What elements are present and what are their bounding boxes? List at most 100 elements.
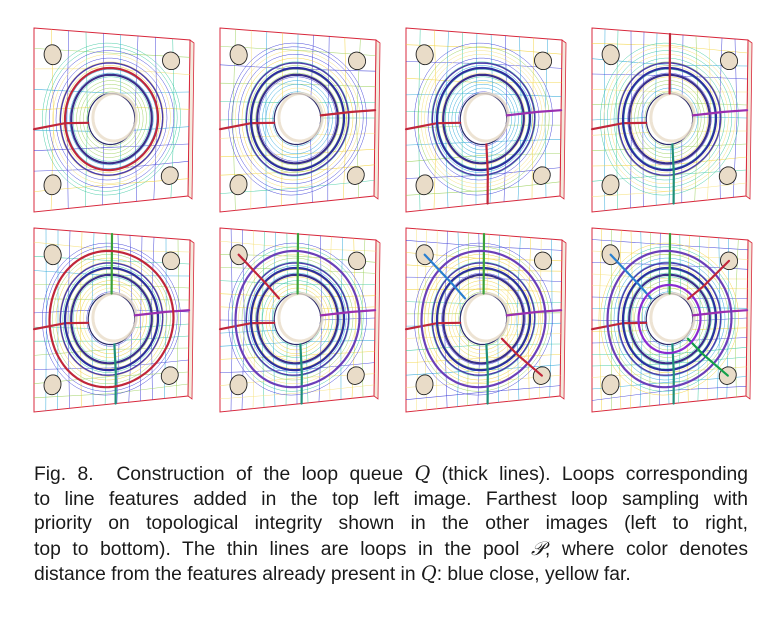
caption-text-5a: distance from the features already prese… [34,564,421,586]
r1c4-thin-loop [694,35,699,202]
r1c3-thin-ring [414,42,553,196]
r2c2-thin-ring [248,265,347,373]
r1c3-thin-loop [517,36,522,201]
r1c2-thin-loop [327,36,330,201]
r2c3-thin-loop [405,385,561,400]
r2c2-thick-loop-4 [299,343,303,405]
r1c3-thin-ring [424,54,543,185]
r2c4-thick-loop-8 [686,337,729,377]
r2c1-thin-ring [62,265,161,373]
r2c4-thick-loop-2 [621,266,718,372]
r2c4-thin-loop [630,230,634,409]
r1c1-thin-ring [45,46,178,192]
r1c2-mid-ring [256,73,339,165]
r1c1-thick-loop-2 [63,66,160,172]
r2c1-thick-loop-2 [63,266,160,372]
r2c4-outer-ring [617,262,722,376]
panel-r2c1-render [32,227,195,413]
r1c3-thin-loop [405,181,561,196]
panel-r2c2 [218,226,398,432]
r1c1-thin-ring [69,72,154,166]
r2c1-outer-ring [59,262,164,376]
caption-line-2: to line features added in the top left i… [34,488,748,510]
r2c1-thin-ring [45,246,178,392]
r2c1-thin-ring [83,287,140,351]
r2c2-thick-loop-2 [249,266,346,372]
r1c3-corner-hole-4 [532,166,551,185]
panel-r2c2-render [218,227,381,413]
r2c4-thick-loop-9 [637,283,702,355]
panel-r2c4-render [590,227,753,413]
r2c2-corner-hole-4 [346,366,365,385]
r1c1-thin-ring [48,50,175,188]
r1c4-thin-ring [610,54,729,185]
r1c4-corner-hole-4 [718,166,737,185]
r1c1-corner-hole-3 [43,174,62,196]
r1c4-thick-loop-4 [671,143,675,205]
caption-line-4: top to bottom). The thin lines are loops… [34,537,748,563]
r1c4-thin-ring [634,80,705,158]
r2c3-thin-ring [414,242,553,396]
r1c1-corner-hole-1 [43,44,62,66]
r1c3-thin-ring [451,84,516,154]
r1c4-thin-ring [606,50,733,188]
r2c1-thin-loop [140,236,143,401]
r1c1-thin-ring [79,84,144,154]
panel-r2c3 [404,226,584,432]
r2c1-thin-ring [55,257,168,381]
r1c4-thin-ring [603,46,736,192]
r2c2-thick-loop-6 [234,249,361,389]
r2c4-thick-loop-10 [687,259,731,300]
r1c2-thin-ring [251,69,344,169]
caption-symbol-p: 𝒫 [531,536,545,560]
r2c3-thin-ring [434,265,533,373]
r2c1-thin-loop [33,347,189,356]
r2c2-thin-ring [255,272,340,366]
r1c3-thin-ring [431,61,536,177]
r2c4-center-hole-wall [649,291,696,343]
figure-panels [32,26,764,432]
r1c2-corner-hole-2 [348,51,367,71]
r2c3-thin-ring [424,254,543,385]
caption-line-5: distance from the features already prese… [34,562,748,588]
r2c3-thick-loop-7 [423,253,467,300]
r2c1-center-hole-wall [91,291,138,343]
r1c3-mid-ring [442,73,525,165]
r1c1-center-hole-wall [91,91,138,143]
r1c2-thin-loop [342,37,347,200]
r1c2-corner-hole-1 [229,44,248,66]
panel-r2c4 [590,226,764,432]
r1c1-thin-ring [42,42,181,196]
r1c4-corner-hole-1 [601,44,620,66]
r1c3-corner-hole-1 [415,44,434,66]
r1c2-thin-ring [231,46,364,192]
r2c3-corner-hole-2 [534,251,553,271]
panel-r1c2 [218,26,398,232]
r1c4-corner-hole-2 [720,51,739,71]
r2c1-thick-loop-4 [113,343,117,405]
r2c3-corner-hole-3 [415,374,434,396]
r2c2-thin-ring [269,287,326,351]
r1c2-thin-ring [238,54,357,185]
r2c1-thin-ring [42,242,181,396]
r1c4-thin-ring [630,76,709,162]
r2c2-thin-loop [219,384,375,400]
r2c3-thin-ring [441,272,526,366]
r1c3-thick-loop-3 [505,109,563,117]
r2c4-thin-ring [613,257,726,381]
r2c1-thin-loop [33,383,189,399]
r1c1-mid-ring [70,73,153,165]
r1c2-thin-ring [228,42,367,196]
r1c1-thin-ring [83,87,140,151]
r2c2-thin-loop [252,230,256,409]
r2c4-thin-loop [591,386,747,401]
r2c3-center-hole-wall [463,291,510,343]
r2c2-thin-ring [238,254,357,385]
r1c3-corner-hole-2 [534,51,553,71]
r1c2-thin-loop [219,164,375,176]
r1c2-thin-loop [219,180,375,194]
r1c4-thin-loop [707,36,712,201]
r2c4-mid-ring [628,273,711,365]
r1c4-center-hole-wall [649,91,696,143]
panel-r1c3-render [404,27,567,213]
